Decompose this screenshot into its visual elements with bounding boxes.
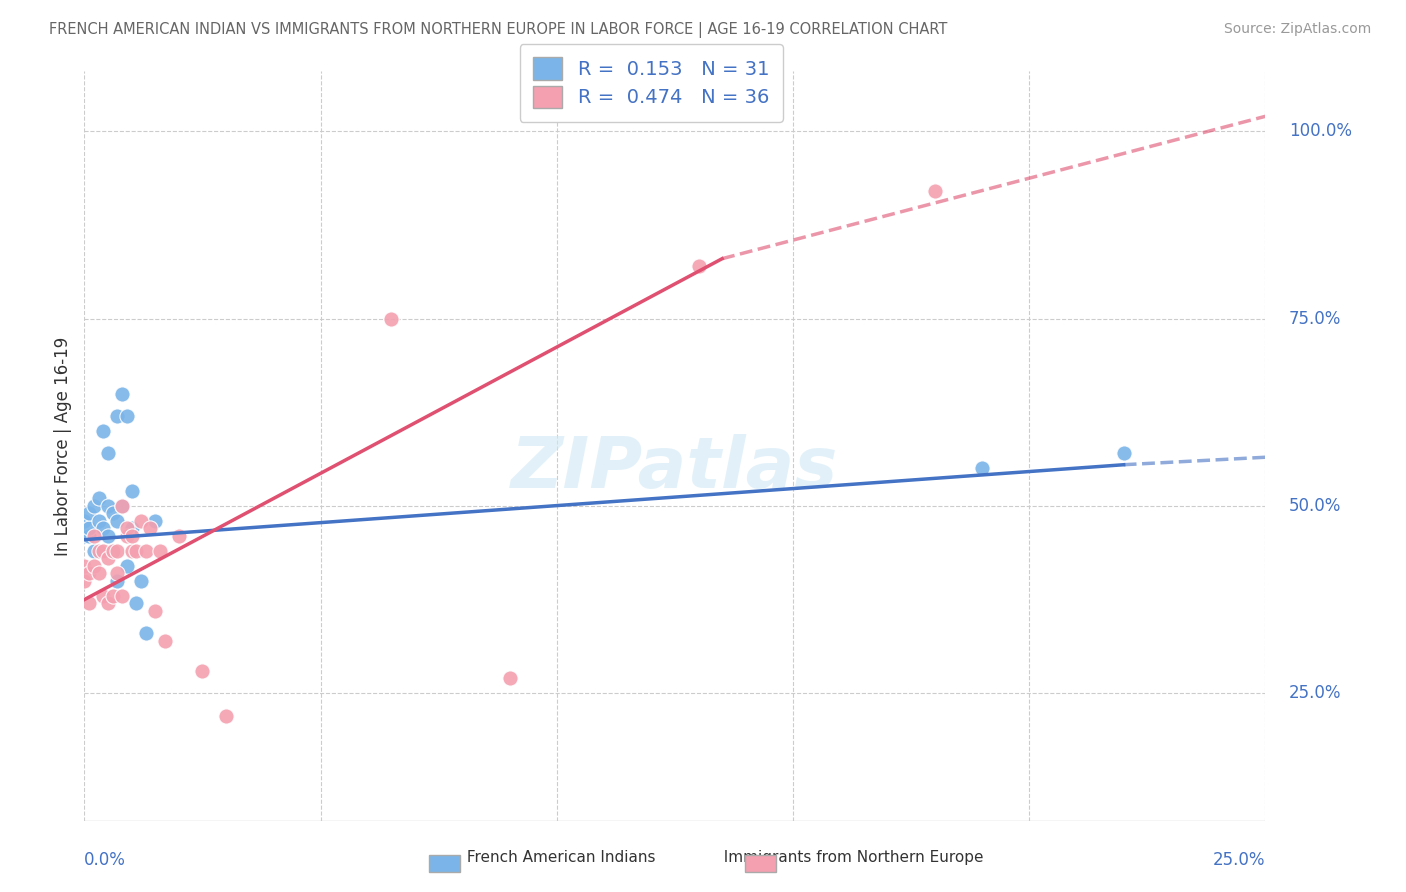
Point bbox=[107, 544, 129, 558]
Point bbox=[73, 574, 96, 588]
Text: ZIPatlas: ZIPatlas bbox=[512, 434, 838, 503]
Text: French American Indians              Immigrants from Northern Europe: French American Indians Immigrants from … bbox=[423, 850, 983, 865]
Point bbox=[135, 626, 157, 640]
Point bbox=[167, 529, 190, 543]
Text: 75.0%: 75.0% bbox=[1289, 310, 1341, 327]
Point bbox=[87, 514, 110, 528]
Point bbox=[97, 529, 120, 543]
Point bbox=[87, 566, 110, 581]
Point bbox=[125, 596, 148, 610]
Point bbox=[115, 529, 138, 543]
Point bbox=[380, 311, 402, 326]
Text: In Labor Force | Age 16-19: In Labor Force | Age 16-19 bbox=[53, 336, 72, 556]
Point bbox=[101, 544, 124, 558]
Point bbox=[135, 544, 157, 558]
Text: 50.0%: 50.0% bbox=[1289, 497, 1341, 515]
Point bbox=[87, 544, 110, 558]
Point bbox=[107, 409, 129, 423]
Point bbox=[107, 574, 129, 588]
Point bbox=[97, 446, 120, 460]
Point bbox=[498, 671, 520, 685]
Point bbox=[73, 529, 96, 543]
Point bbox=[139, 521, 162, 535]
Point bbox=[688, 259, 710, 273]
Point bbox=[215, 708, 238, 723]
Point bbox=[97, 551, 120, 566]
Text: Source: ZipAtlas.com: Source: ZipAtlas.com bbox=[1223, 22, 1371, 37]
Point bbox=[77, 566, 100, 581]
Point bbox=[111, 499, 134, 513]
Point bbox=[115, 409, 138, 423]
Point bbox=[83, 544, 105, 558]
Point bbox=[73, 558, 96, 573]
Point bbox=[91, 589, 114, 603]
Point bbox=[115, 521, 138, 535]
Point bbox=[107, 514, 129, 528]
Point bbox=[121, 521, 143, 535]
Point bbox=[77, 596, 100, 610]
Point bbox=[121, 544, 143, 558]
Point bbox=[149, 544, 172, 558]
Point bbox=[77, 521, 100, 535]
Legend: R =  0.153   N = 31, R =  0.474   N = 36: R = 0.153 N = 31, R = 0.474 N = 36 bbox=[520, 44, 783, 121]
Point bbox=[77, 529, 100, 543]
Point bbox=[1112, 446, 1135, 460]
Point bbox=[77, 507, 100, 521]
Point bbox=[83, 499, 105, 513]
Point bbox=[970, 461, 993, 475]
Point bbox=[143, 514, 166, 528]
Point bbox=[121, 529, 143, 543]
Point bbox=[111, 386, 134, 401]
Text: 25.0%: 25.0% bbox=[1213, 851, 1265, 869]
Point bbox=[111, 589, 134, 603]
Point bbox=[191, 664, 214, 678]
Point bbox=[91, 424, 114, 438]
Point bbox=[115, 558, 138, 573]
Point bbox=[101, 589, 124, 603]
Point bbox=[83, 558, 105, 573]
Text: FRENCH AMERICAN INDIAN VS IMMIGRANTS FROM NORTHERN EUROPE IN LABOR FORCE | AGE 1: FRENCH AMERICAN INDIAN VS IMMIGRANTS FRO… bbox=[49, 22, 948, 38]
Point bbox=[125, 544, 148, 558]
Point bbox=[121, 483, 143, 498]
Point bbox=[91, 544, 114, 558]
Text: 0.0%: 0.0% bbox=[84, 851, 127, 869]
Text: 100.0%: 100.0% bbox=[1289, 122, 1353, 140]
Point bbox=[83, 529, 105, 543]
Point bbox=[143, 604, 166, 618]
Point bbox=[97, 499, 120, 513]
Point bbox=[73, 514, 96, 528]
Point bbox=[107, 566, 129, 581]
Point bbox=[924, 184, 946, 198]
Point bbox=[97, 596, 120, 610]
Point bbox=[91, 521, 114, 535]
Point bbox=[129, 574, 152, 588]
Point bbox=[87, 491, 110, 506]
Point bbox=[101, 544, 124, 558]
Point bbox=[101, 507, 124, 521]
Text: 25.0%: 25.0% bbox=[1289, 684, 1341, 702]
Point bbox=[111, 499, 134, 513]
Point bbox=[129, 514, 152, 528]
Point bbox=[153, 633, 176, 648]
